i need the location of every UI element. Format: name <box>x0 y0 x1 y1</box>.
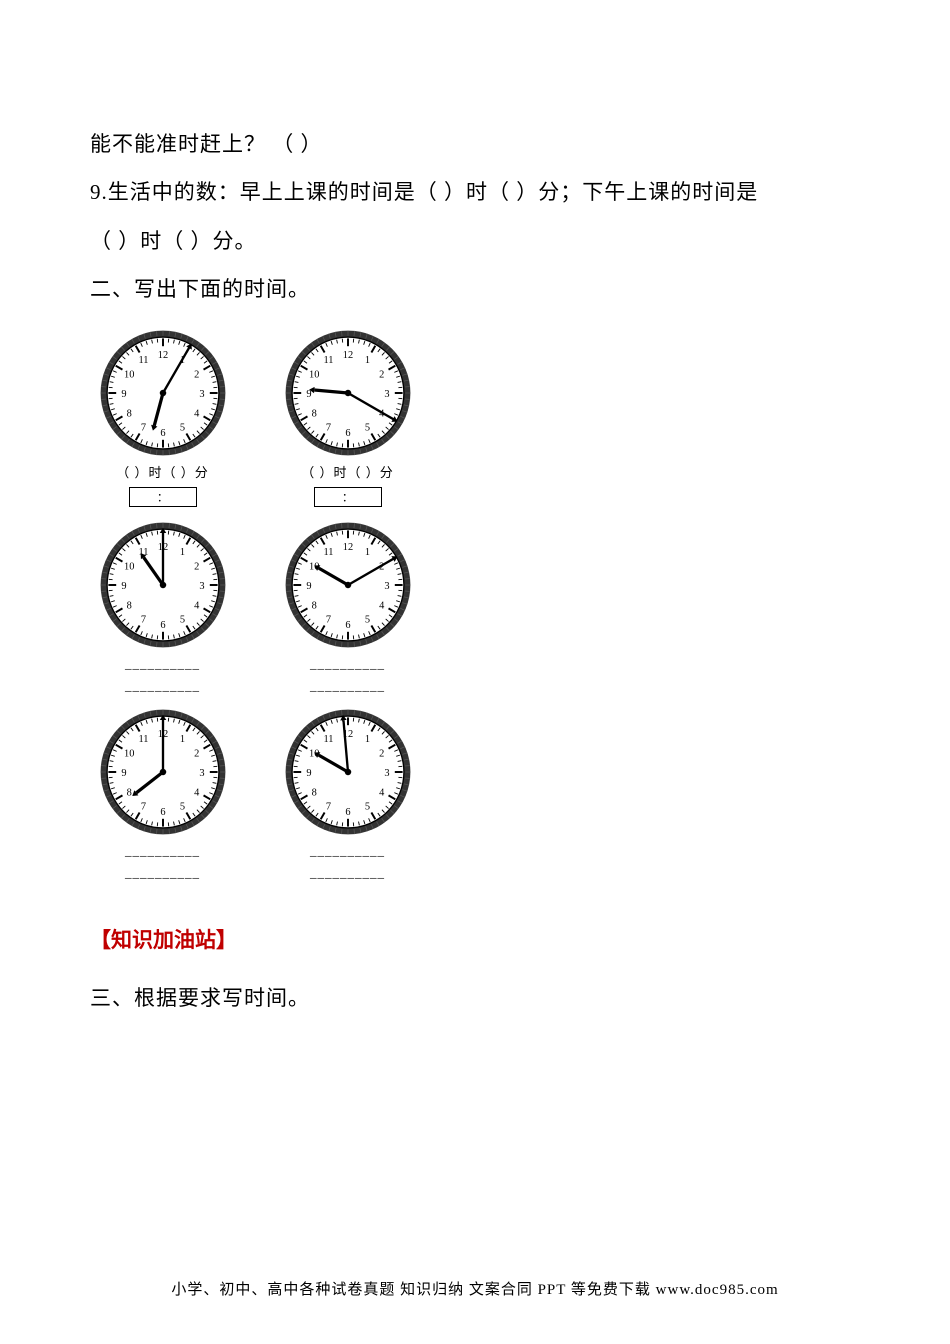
svg-text:6: 6 <box>345 620 350 631</box>
svg-text:5: 5 <box>179 802 184 813</box>
svg-text:8: 8 <box>311 409 316 420</box>
svg-text:7: 7 <box>325 615 330 626</box>
svg-text:11: 11 <box>323 734 333 745</box>
svg-text:7: 7 <box>325 423 330 434</box>
svg-text:2: 2 <box>379 749 384 760</box>
clock-row: 123456789101112 __________ __________ 12… <box>90 520 860 694</box>
answer-blank: __________ <box>125 656 200 672</box>
svg-text:10: 10 <box>309 370 319 381</box>
clock-row: 123456789101112 （ ）时（ ）分 ： 1234567891011… <box>90 328 860 507</box>
clock-item: 123456789101112 __________ __________ <box>275 520 420 694</box>
digital-box: ： <box>314 487 382 507</box>
answer-blank: __________ <box>125 843 200 859</box>
svg-text:8: 8 <box>311 601 316 612</box>
digital-box: ： <box>129 487 197 507</box>
svg-text:7: 7 <box>140 802 145 813</box>
svg-text:11: 11 <box>138 734 148 745</box>
svg-text:9: 9 <box>121 768 126 779</box>
answer-blank: __________ <box>125 865 200 881</box>
svg-text:2: 2 <box>194 370 199 381</box>
svg-text:8: 8 <box>126 409 131 420</box>
svg-text:8: 8 <box>311 788 316 799</box>
clock-icon: 123456789101112 <box>98 707 228 837</box>
clock-icon: 123456789101112 <box>98 328 228 458</box>
answer-blank: __________ <box>310 656 385 672</box>
svg-text:10: 10 <box>124 562 134 573</box>
clock-item: 123456789101112 __________ __________ <box>275 707 420 881</box>
svg-text:7: 7 <box>140 615 145 626</box>
svg-text:3: 3 <box>384 389 389 400</box>
question-line: 能不能准时赶上？ （ ） <box>90 120 860 168</box>
clock-icon: 123456789101112 <box>283 328 413 458</box>
answer-blank: __________ <box>310 843 385 859</box>
svg-text:9: 9 <box>306 581 311 592</box>
svg-text:7: 7 <box>140 423 145 434</box>
clock-item: 123456789101112 __________ __________ <box>90 707 235 881</box>
svg-text:9: 9 <box>121 581 126 592</box>
svg-text:6: 6 <box>345 807 350 818</box>
svg-text:11: 11 <box>323 547 333 558</box>
clock-label: （ ）时（ ）分 <box>116 462 209 481</box>
section-heading: 二、写出下面的时间。 <box>90 265 860 313</box>
svg-text:4: 4 <box>379 788 385 799</box>
clock-grid: 123456789101112 （ ）时（ ）分 ： 1234567891011… <box>90 328 860 889</box>
svg-text:5: 5 <box>364 615 369 626</box>
knowledge-station-title: 【知识加油站】 <box>90 924 860 954</box>
question-line: 9.生活中的数：早上上课的时间是（ ）时（ ）分；下午上课的时间是 <box>90 168 860 216</box>
svg-text:5: 5 <box>364 802 369 813</box>
svg-text:12: 12 <box>157 350 167 361</box>
svg-text:4: 4 <box>379 601 385 612</box>
svg-text:2: 2 <box>194 749 199 760</box>
clock-label: （ ）时（ ）分 <box>301 462 394 481</box>
svg-text:9: 9 <box>306 768 311 779</box>
svg-text:4: 4 <box>194 409 200 420</box>
answer-blank: __________ <box>125 678 200 694</box>
clock-item: 123456789101112 （ ）时（ ）分 ： <box>90 328 235 507</box>
svg-text:3: 3 <box>384 768 389 779</box>
svg-text:2: 2 <box>194 562 199 573</box>
svg-text:3: 3 <box>384 581 389 592</box>
svg-text:10: 10 <box>124 370 134 381</box>
clock-row: 123456789101112 __________ __________ 12… <box>90 707 860 881</box>
svg-text:6: 6 <box>160 620 165 631</box>
clock-item: 123456789101112 （ ）时（ ）分 ： <box>275 328 420 507</box>
svg-text:3: 3 <box>199 581 204 592</box>
svg-text:5: 5 <box>364 423 369 434</box>
svg-text:12: 12 <box>342 350 352 361</box>
svg-text:1: 1 <box>364 547 369 558</box>
svg-text:8: 8 <box>126 601 131 612</box>
svg-text:1: 1 <box>364 355 369 366</box>
svg-text:5: 5 <box>179 423 184 434</box>
svg-text:4: 4 <box>194 788 200 799</box>
svg-text:4: 4 <box>194 601 200 612</box>
section-heading: 三、根据要求写时间。 <box>90 974 860 1022</box>
answer-blank: __________ <box>310 865 385 881</box>
svg-text:1: 1 <box>179 734 184 745</box>
svg-text:11: 11 <box>323 355 333 366</box>
svg-text:3: 3 <box>199 768 204 779</box>
question-line: （ ）时（ ）分。 <box>90 217 860 265</box>
svg-text:1: 1 <box>364 734 369 745</box>
svg-text:12: 12 <box>342 542 352 553</box>
svg-text:6: 6 <box>160 428 165 439</box>
clock-item: 123456789101112 __________ __________ <box>90 520 235 694</box>
clock-icon: 123456789101112 <box>283 520 413 650</box>
svg-text:8: 8 <box>126 788 131 799</box>
svg-text:11: 11 <box>138 355 148 366</box>
svg-text:5: 5 <box>179 615 184 626</box>
clock-icon: 123456789101112 <box>98 520 228 650</box>
svg-text:2: 2 <box>379 370 384 381</box>
clock-icon: 123456789101112 <box>283 707 413 837</box>
svg-text:3: 3 <box>199 389 204 400</box>
svg-text:7: 7 <box>325 802 330 813</box>
svg-text:9: 9 <box>121 389 126 400</box>
svg-text:1: 1 <box>179 547 184 558</box>
svg-text:6: 6 <box>160 807 165 818</box>
svg-text:10: 10 <box>124 749 134 760</box>
svg-text:6: 6 <box>345 428 350 439</box>
page-footer: 小学、初中、高中各种试卷真题 知识归纳 文案合同 PPT 等免费下载 www.d… <box>0 1278 950 1299</box>
answer-blank: __________ <box>310 678 385 694</box>
